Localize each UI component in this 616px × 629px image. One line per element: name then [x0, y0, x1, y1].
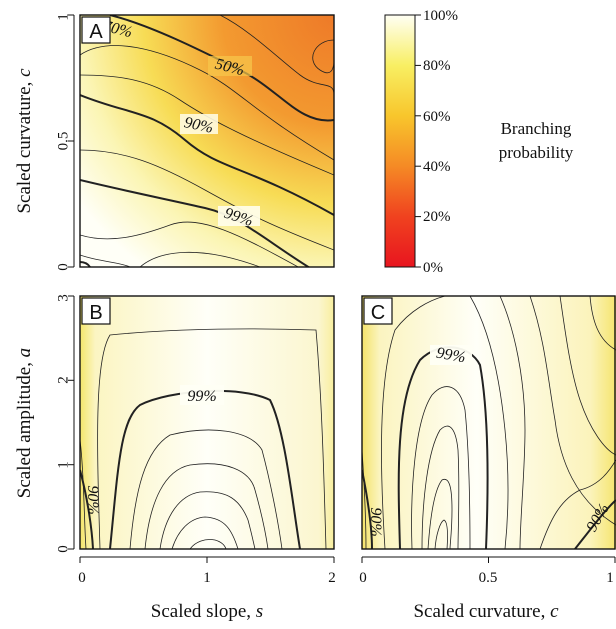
contour-a-8 — [80, 261, 91, 267]
colorbar-tick-0: 0% — [423, 260, 443, 276]
contour-b-3 — [144, 463, 269, 549]
contour-b-left90 — [80, 469, 94, 549]
xtick-c-0: 0 — [359, 570, 367, 586]
colorbar-tick-20: 20% — [423, 209, 451, 225]
contour-c-1 — [411, 386, 471, 549]
ytick-b-0: 0 — [55, 545, 71, 553]
contour-label-b-90: 90% — [84, 485, 101, 514]
panel-c-field — [362, 296, 616, 549]
panel-b-xlabel: Scaled slope, s — [151, 601, 263, 622]
panel-b-field — [80, 296, 334, 549]
ytick-a-0: 0 — [55, 263, 71, 271]
panel-c-xlabel: Scaled curvature, c — [413, 601, 559, 622]
colorbar-tick-40: 40% — [423, 159, 451, 175]
contour-c-7 — [499, 296, 526, 549]
colorbar-title-line1: Branching — [501, 119, 572, 138]
xtick-b-1: 1 — [203, 570, 211, 586]
colorbar-tick-80: 80% — [423, 58, 451, 74]
colorbar: 100% 80% 60% 40% 20% 0% Branching probab… — [384, 8, 574, 276]
panel-b-ylabel: Scaled amplitude, a — [14, 348, 35, 498]
panel-a: 90% 50% 99% 70% A 0 0.5 1 Scaled curvatu… — [14, 13, 335, 271]
contour-c-4 — [434, 519, 448, 549]
ytick-b-3: 3 — [55, 294, 71, 302]
contour-a-7 — [139, 251, 261, 267]
contour-a-99 — [80, 179, 311, 267]
xtick-c-0.5: 0.5 — [479, 570, 498, 586]
contour-b-2 — [129, 429, 283, 549]
ytick-b-2: 2 — [55, 376, 71, 384]
contour-a-1 — [80, 221, 300, 267]
contour-a-4 — [219, 15, 334, 96]
contour-b-left — [80, 439, 87, 549]
contour-a-70 — [80, 45, 334, 161]
colorbar-tick-100: 100% — [423, 8, 458, 24]
panel-c-xaxis: 0 0.5 1 — [359, 556, 616, 586]
contour-c-11 — [539, 459, 616, 549]
contour-c-90r — [574, 499, 616, 549]
contour-b-6 — [189, 539, 227, 549]
contour-c-2 — [421, 425, 460, 549]
contour-c-9 — [559, 296, 616, 456]
contour-b-outer — [97, 328, 327, 549]
panel-b-yaxis: 0 1 2 3 — [55, 294, 75, 553]
panel-b-tag: B — [89, 302, 102, 324]
contour-label-a-50: 50% — [213, 56, 246, 80]
contour-c-10 — [589, 296, 616, 351]
contour-a-2 — [80, 149, 334, 251]
panel-c-tag-box — [363, 297, 393, 325]
colorbar-gradient — [384, 14, 416, 268]
panel-b-tag-box — [81, 297, 111, 325]
panel-c: 99% 90% 90% C 0 0.5 1 Scaled curvature, … — [359, 295, 616, 622]
colorbar-title-line2: probability — [499, 143, 574, 162]
contour-label-c-99: 99% — [435, 345, 467, 367]
contour-b-5 — [171, 516, 239, 549]
xtick-b-2: 2 — [328, 570, 336, 586]
xtick-c-1: 1 — [606, 570, 614, 586]
colorbar-tick-60: 60% — [423, 109, 451, 125]
panel-c-contours — [362, 296, 616, 549]
ytick-b-1: 1 — [55, 461, 71, 469]
panel-a-tag: A — [89, 21, 103, 43]
contour-label-b-99: 99% — [187, 388, 216, 405]
contour-c-3 — [427, 478, 453, 549]
contour-b-4 — [159, 491, 256, 549]
contour-c-5 — [381, 296, 446, 549]
panel-a-yaxis: 0 0.5 1 — [55, 13, 75, 271]
contour-label-a-90: 90% — [183, 114, 215, 137]
panel-a-tag-box — [81, 16, 111, 44]
ytick-a-1: 1 — [55, 13, 71, 21]
panel-a-contours — [80, 15, 334, 267]
contour-c-6 — [469, 296, 509, 549]
contour-a-3 — [80, 74, 334, 176]
contour-a-6 — [80, 254, 131, 267]
panel-b: 99% 90% B 0 1 2 3 0 1 2 Scaled amplitude… — [14, 294, 336, 622]
contour-label-c-90-left: 90% — [367, 507, 384, 536]
ytick-a-0.5: 0.5 — [55, 132, 71, 151]
contour-c-8 — [529, 296, 616, 526]
panel-b-xaxis: 0 1 2 — [78, 556, 336, 586]
panel-a-ylabel: Scaled curvature, c — [14, 68, 35, 214]
xtick-b-0: 0 — [78, 570, 86, 586]
contour-a-90 — [80, 94, 334, 216]
panel-c-tag: C — [371, 302, 385, 324]
